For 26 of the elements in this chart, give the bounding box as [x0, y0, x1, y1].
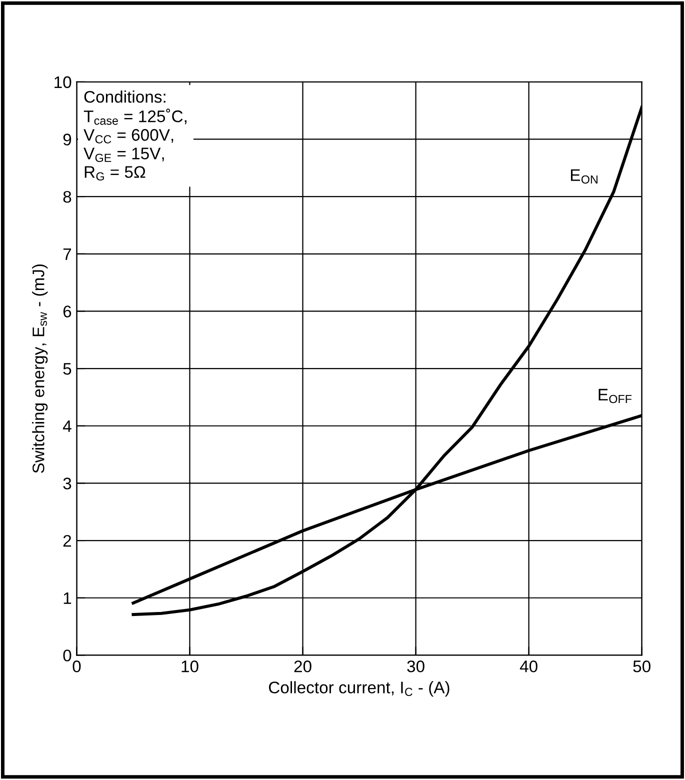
y-tick-label: 9 [63, 134, 72, 146]
y-tick-label: 7 [63, 248, 72, 260]
series-label: E$_{ON}$ [570, 169, 598, 184]
y-tick-label: 8 [63, 190, 72, 203]
y-tick-label: 0 [63, 650, 72, 662]
y-tick-label: 2 [63, 534, 72, 547]
annotation: R$_{G}$ = 5Ω [84, 166, 146, 181]
y-tick-label: 6 [63, 306, 72, 318]
y-tick-label: 5 [63, 363, 72, 375]
x-tick-label: 10 [182, 660, 198, 672]
x-tick-label: 20 [294, 660, 312, 672]
y-tick-label: 10 [54, 76, 72, 88]
x-tick-label: 40 [520, 660, 538, 672]
x-tick-label: 50 [633, 660, 650, 672]
x-axis-title: Collector current, I$_{C}$ - (A) [268, 681, 450, 697]
annotation: V$_{GE}$ = 15V, [84, 148, 164, 162]
y-tick-label: 4 [62, 420, 72, 432]
annotation: Conditions: [84, 90, 166, 103]
series-label: E$_{OFF}$ [598, 388, 632, 404]
annotation: V$_{CC}$ = 600V, [84, 129, 174, 144]
x-tick-label: 30 [407, 660, 424, 672]
y-tick-label: 1 [64, 592, 72, 604]
annotation: T$_{case}$ = 125˚C, [84, 108, 186, 125]
y-tick-label: 3 [63, 478, 72, 490]
y-axis-title: Switching energy, E$_{sw}$ - (mJ) [32, 264, 48, 473]
x-tick-label: 0 [72, 660, 81, 672]
